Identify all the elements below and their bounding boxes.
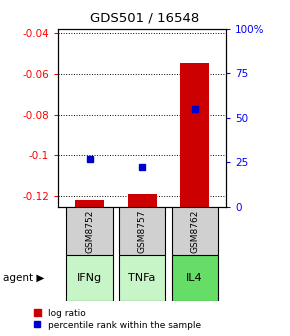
- Bar: [66, 207, 113, 255]
- Text: IL4: IL4: [186, 273, 203, 283]
- Bar: [128, 194, 157, 207]
- Bar: [75, 201, 104, 207]
- Text: GSM8762: GSM8762: [190, 209, 199, 253]
- Text: GSM8757: GSM8757: [137, 209, 147, 253]
- Bar: [119, 207, 165, 255]
- Text: TNFa: TNFa: [128, 273, 156, 283]
- Text: IFNg: IFNg: [77, 273, 102, 283]
- Text: agent ▶: agent ▶: [3, 273, 44, 283]
- Bar: [66, 255, 113, 301]
- Text: GDS501 / 16548: GDS501 / 16548: [90, 12, 200, 25]
- Legend: log ratio, percentile rank within the sample: log ratio, percentile rank within the sa…: [34, 309, 201, 330]
- Bar: [180, 64, 209, 207]
- Bar: [119, 255, 165, 301]
- Bar: [172, 255, 218, 301]
- Text: GSM8752: GSM8752: [85, 209, 94, 253]
- Bar: [172, 207, 218, 255]
